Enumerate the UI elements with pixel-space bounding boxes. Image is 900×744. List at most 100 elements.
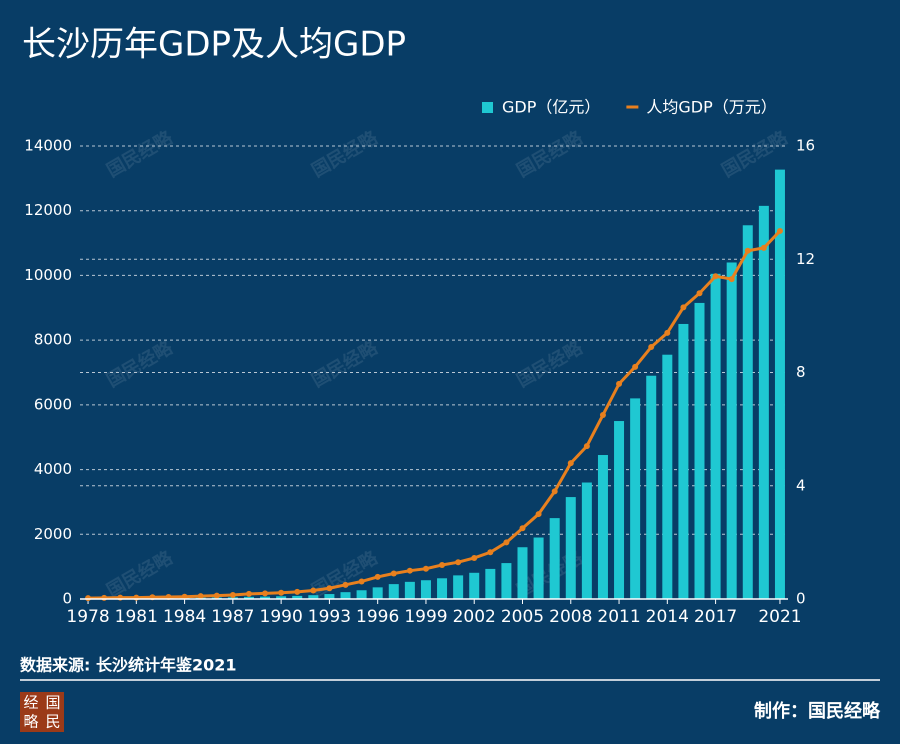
point [519,525,526,532]
point [229,592,236,599]
watermark: 国民经略 [103,336,177,392]
y-tick-label: 14000 [24,137,72,155]
point [197,593,204,600]
chart-title: 长沙历年GDP及人均GDP [22,25,406,65]
watermark: 国民经略 [513,126,587,182]
bar [694,302,705,599]
point [648,344,655,351]
x-tick-label: 1984 [163,607,206,627]
point [680,304,687,311]
watermark: 国民经略 [308,336,382,392]
bar [372,587,383,599]
point [632,363,639,370]
legend-swatch [482,102,493,113]
point [776,227,783,234]
bar [453,575,464,599]
x-tick-label: 1981 [115,607,158,627]
bar [356,590,367,599]
bar [260,596,271,599]
bar [420,580,431,599]
bar [678,323,689,599]
point [374,573,381,580]
bar [565,497,576,599]
y-tick-label: 2000 [34,525,72,543]
point [664,329,671,336]
logo [20,692,64,732]
y-tick-label: 10000 [24,266,72,284]
bar [742,225,753,599]
bar [437,578,448,599]
point [487,549,494,556]
bar [774,169,785,599]
y-tick-label: 8000 [34,331,72,349]
x-tick-label: 1996 [356,607,399,627]
source: 数据来源: 长沙统计年鉴2021 [20,656,237,675]
point [342,581,349,588]
point [278,589,285,596]
point [439,562,446,569]
bar [726,262,737,599]
point [390,570,397,577]
point [310,587,317,594]
x-tick-label: 2021 [758,607,801,627]
x-tick-label: 2005 [501,607,544,627]
bar [308,595,319,599]
bar [340,592,351,599]
bar [549,518,560,599]
point [551,488,558,495]
point [535,511,542,518]
point [422,565,429,572]
x-tick-label: 1987 [211,607,254,627]
x-tick-label: 2017 [694,607,737,627]
watermark: 国民经略 [103,126,177,182]
bar [758,205,769,599]
bar [227,597,238,599]
bar [469,572,480,599]
bar [292,595,303,599]
point [744,247,751,254]
point [294,588,301,595]
logo-char: 民 [45,713,60,731]
point [326,585,333,592]
x-tick-label: 1999 [404,607,447,627]
bar [646,375,657,599]
point [262,590,269,597]
point [406,567,413,574]
point [728,276,735,283]
point [599,411,606,418]
bar [324,594,335,599]
x-tick-label: 2014 [646,607,689,627]
point [358,578,365,585]
legend-label: GDP（亿元） [502,98,600,117]
bar [533,537,544,599]
bar [597,455,608,599]
logo-char: 经 [23,694,38,712]
point [471,554,478,561]
watermark: 国民经略 [513,336,587,392]
x-tick-label: 2008 [549,607,592,627]
bar [710,273,721,599]
bar [630,398,641,599]
logo-char: 略 [23,713,38,731]
point [213,592,220,599]
y-tick-label: 6000 [34,395,72,413]
x-tick-label: 2002 [453,607,496,627]
legend-label: 人均GDP（万元） [646,98,776,117]
line [88,229,782,600]
bar [501,563,512,599]
x-tick-label: 1993 [308,607,351,627]
point [696,290,703,297]
y2-tick-label: 16 [796,137,815,155]
y2-tick-label: 4 [796,476,806,494]
credit: 制作：国民经略 [754,700,881,722]
point [583,443,590,450]
bar [581,482,592,599]
watermark: 国民经略 [103,546,177,602]
watermark: 国民经略 [308,126,382,182]
point [503,539,510,546]
y-tick-label: 4000 [34,460,72,478]
y2-tick-label: 0 [796,590,806,608]
y-tick-label: 0 [62,590,72,608]
point [181,593,188,600]
